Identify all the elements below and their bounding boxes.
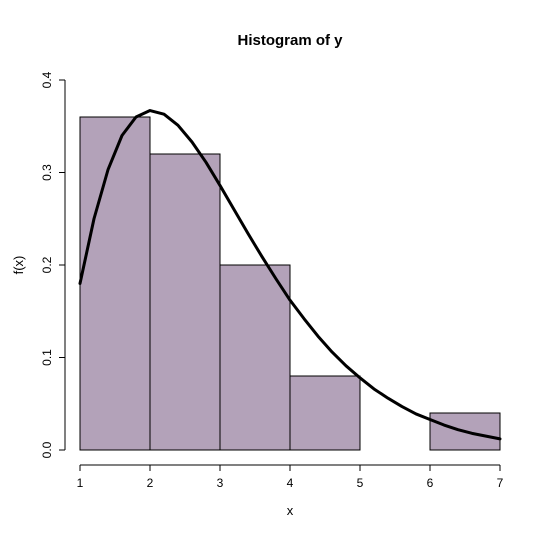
histogram-bar [150, 154, 220, 450]
x-tick-label: 1 [77, 476, 84, 490]
histogram-svg: Histogram of y 1 2 3 4 5 6 7 x 0.0 0.1 0.2 0.3 0.4 f(x… [0, 0, 538, 537]
y-tick-label: 0.3 [40, 164, 54, 181]
x-tick-label: 5 [357, 476, 364, 490]
y-tick-label: 0.1 [40, 349, 54, 366]
x-tick-label: 7 [497, 476, 504, 490]
x-tick-label: 2 [147, 476, 154, 490]
chart-container: Histogram of y 1 2 3 4 5 6 7 x 0.0 0.1 0.2 0.3 0.4 f(x… [0, 0, 538, 537]
histogram-bar [290, 376, 360, 450]
histogram-bar [220, 265, 290, 450]
y-axis-label: f(x) [11, 256, 26, 275]
chart-title: Histogram of y [237, 32, 343, 49]
y-tick-label: 0.2 [40, 256, 54, 273]
histogram-bar [80, 117, 150, 450]
y-tick-label: 0.4 [40, 71, 54, 88]
x-tick-label: 3 [217, 476, 224, 490]
x-tick-label: 4 [287, 476, 294, 490]
x-axis-label: x [287, 503, 294, 518]
x-tick-label: 6 [427, 476, 434, 490]
y-tick-label: 0.0 [40, 441, 54, 458]
